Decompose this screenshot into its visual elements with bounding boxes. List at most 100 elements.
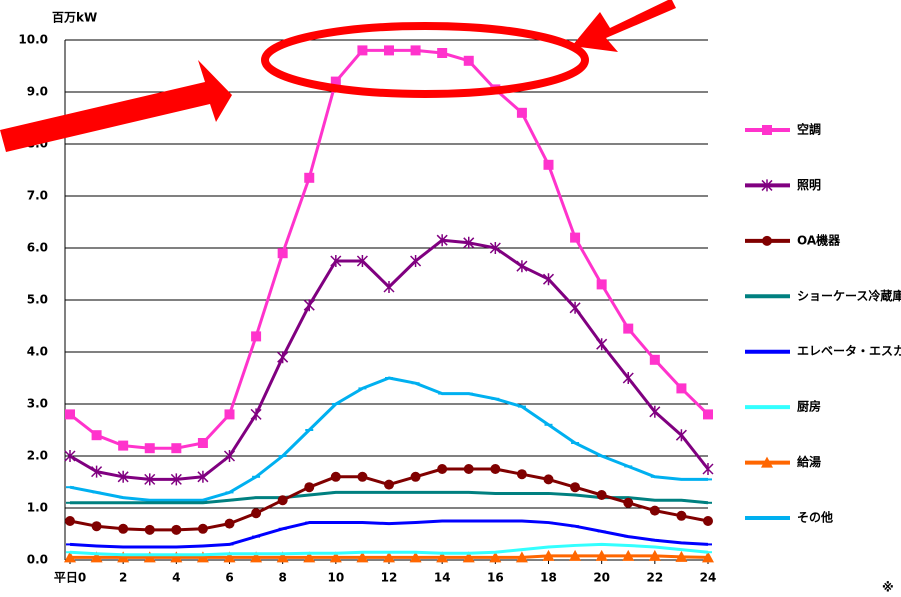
marker <box>303 551 316 563</box>
highlight-ellipse <box>261 22 589 98</box>
marker <box>330 255 342 267</box>
marker <box>329 551 342 563</box>
marker <box>276 551 289 563</box>
marker <box>197 438 208 448</box>
marker <box>277 495 288 506</box>
legend-marker <box>761 179 773 192</box>
arrow-left <box>0 60 232 152</box>
legend-label: その他 <box>797 510 833 525</box>
marker <box>596 490 607 500</box>
marker <box>303 299 315 312</box>
marker <box>170 551 183 563</box>
marker <box>596 279 607 290</box>
marker <box>251 508 262 519</box>
marker <box>64 551 76 563</box>
marker <box>676 510 687 521</box>
arrow-right <box>572 0 676 52</box>
marker <box>622 372 634 384</box>
marker <box>304 482 315 493</box>
x-tick-label: 14 <box>434 571 451 585</box>
marker <box>542 273 555 286</box>
marker <box>543 159 554 170</box>
y-tick-label: 4.0 <box>27 345 48 359</box>
marker <box>462 551 475 563</box>
x-tick-label: 12 <box>381 571 398 585</box>
marker <box>144 524 155 535</box>
marker <box>437 48 448 58</box>
legend-marker <box>761 456 773 468</box>
marker <box>143 551 156 563</box>
x-tick-label: 18 <box>540 571 557 585</box>
marker <box>197 523 208 534</box>
marker <box>144 443 155 454</box>
marker <box>384 45 394 56</box>
legend-label: 給湯 <box>797 454 821 469</box>
y-tick-label: 7.0 <box>27 189 48 203</box>
legend-marker <box>762 125 772 135</box>
marker <box>410 255 422 267</box>
marker <box>171 524 182 535</box>
marker <box>596 338 608 351</box>
marker <box>516 107 527 118</box>
marker <box>595 549 608 561</box>
marker <box>649 354 660 365</box>
marker <box>384 479 394 490</box>
marker <box>570 232 581 243</box>
x-tick-label: 22 <box>646 571 663 585</box>
legend-marker <box>762 235 772 246</box>
marker <box>65 409 75 420</box>
marker <box>675 550 688 562</box>
marker <box>224 409 235 420</box>
marker <box>543 474 554 485</box>
marker <box>330 76 341 87</box>
marker <box>569 549 582 561</box>
marker <box>703 409 713 420</box>
legend-label: OA機器 <box>797 232 841 247</box>
marker <box>383 281 395 293</box>
y-tick-label: 6.0 <box>27 241 48 255</box>
x-tick-label: 8 <box>278 571 286 585</box>
marker <box>676 383 687 394</box>
marker <box>570 482 581 493</box>
legend-label: ショーケース冷蔵庫 <box>797 288 901 303</box>
marker <box>304 172 315 183</box>
annotation: ※ <box>882 581 894 595</box>
marker <box>357 471 368 482</box>
marker <box>542 549 555 561</box>
marker <box>648 549 661 561</box>
marker <box>515 551 528 563</box>
y-tick-label: 3.0 <box>27 397 48 411</box>
x-tick-label: 2 <box>119 571 127 585</box>
legend-label: 照明 <box>797 177 821 192</box>
marker <box>250 551 263 563</box>
marker <box>356 255 368 267</box>
x-tick-label: 10 <box>327 571 344 585</box>
marker <box>622 549 635 561</box>
marker <box>410 471 421 482</box>
marker <box>65 516 75 526</box>
marker <box>91 521 102 532</box>
marker <box>436 234 448 247</box>
y-tick-label: 10.0 <box>18 33 48 47</box>
overlay <box>0 0 676 152</box>
marker <box>171 443 182 454</box>
marker <box>702 463 714 475</box>
marker <box>516 260 528 273</box>
y-tick-label: 2.0 <box>27 449 48 463</box>
marker <box>91 430 102 441</box>
y-tick-label: 9.0 <box>27 85 48 99</box>
marker <box>516 469 527 480</box>
marker <box>702 551 714 563</box>
marker <box>170 473 182 486</box>
x-tick-label: 6 <box>225 571 233 585</box>
marker <box>623 323 634 334</box>
marker <box>356 551 369 563</box>
marker <box>223 450 236 462</box>
x-tick-label: 20 <box>593 571 610 585</box>
marker <box>409 551 422 563</box>
marker <box>224 518 235 529</box>
marker <box>436 551 449 563</box>
legend-label: 空調 <box>797 122 821 137</box>
